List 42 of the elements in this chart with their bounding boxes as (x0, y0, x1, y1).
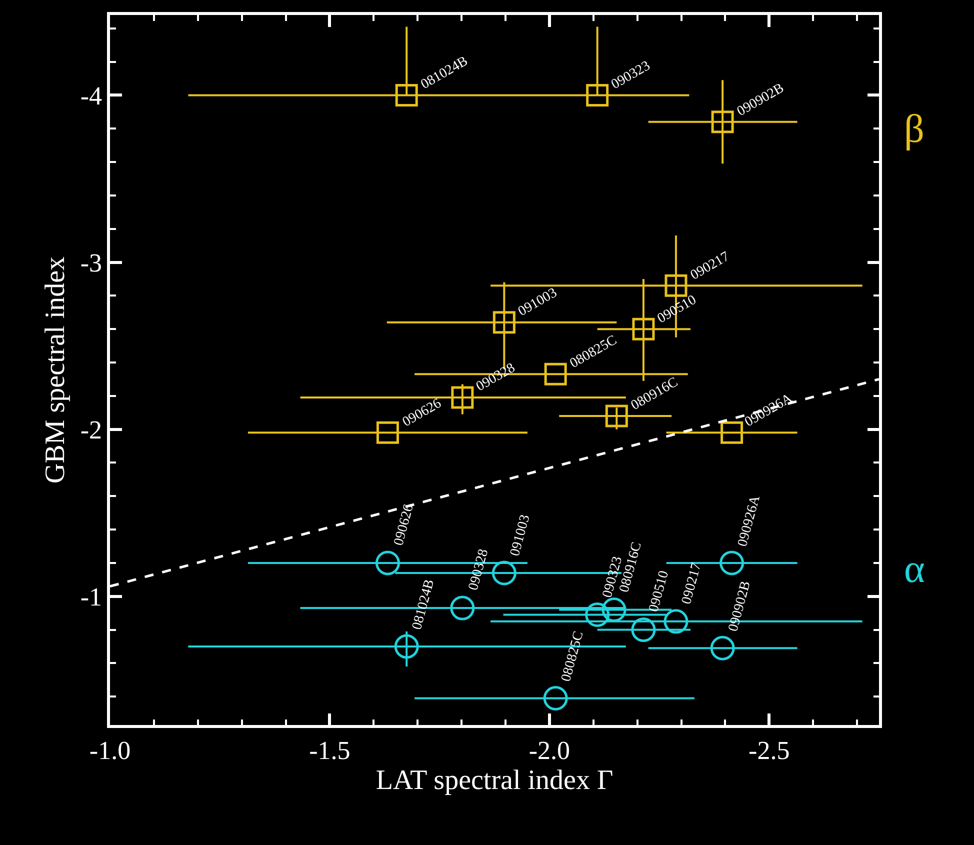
point (720, 550, 744, 576)
point (585, 602, 610, 627)
point (664, 274, 688, 297)
point (492, 311, 516, 334)
y-axis-title: GBM spectral index (40, 256, 72, 484)
point (451, 386, 474, 409)
point (375, 550, 400, 576)
point (631, 618, 656, 642)
point (376, 421, 399, 444)
y-tick-label: -2 (80, 415, 102, 444)
x-tick-label: -2.0 (528, 736, 570, 765)
annotation: 090902B (726, 580, 754, 634)
point (605, 404, 628, 428)
point (492, 560, 516, 586)
text: β (904, 106, 924, 151)
point (720, 421, 744, 444)
annotation: 090217 (679, 561, 705, 606)
y-tick-label: -3 (80, 248, 102, 278)
point (394, 634, 419, 659)
point (395, 84, 418, 106)
annotation: 090626 (392, 502, 417, 548)
y-tick-label: -4 (80, 81, 102, 110)
point (586, 84, 609, 106)
point (710, 636, 735, 660)
annotation: 081024B (410, 578, 438, 632)
x-tick-label: -1.0 (89, 736, 131, 765)
x-tick-label: -1.5 (309, 736, 350, 765)
annotation: 090510 (646, 569, 672, 614)
annotation: 080825C (559, 630, 587, 684)
annotation: 090328 (466, 548, 492, 592)
point (544, 362, 567, 386)
annotation: 091003 (508, 513, 534, 558)
point (543, 686, 568, 711)
point (632, 318, 655, 340)
point (711, 110, 734, 134)
x-tick-label: -2.5 (748, 736, 790, 765)
text: α (904, 546, 925, 591)
x-axis-title: LAT spectral index Γ (376, 764, 614, 796)
annotation: 090926A (736, 493, 764, 548)
y-tick-label: -1 (80, 582, 102, 612)
point (602, 597, 626, 622)
point (450, 596, 475, 620)
